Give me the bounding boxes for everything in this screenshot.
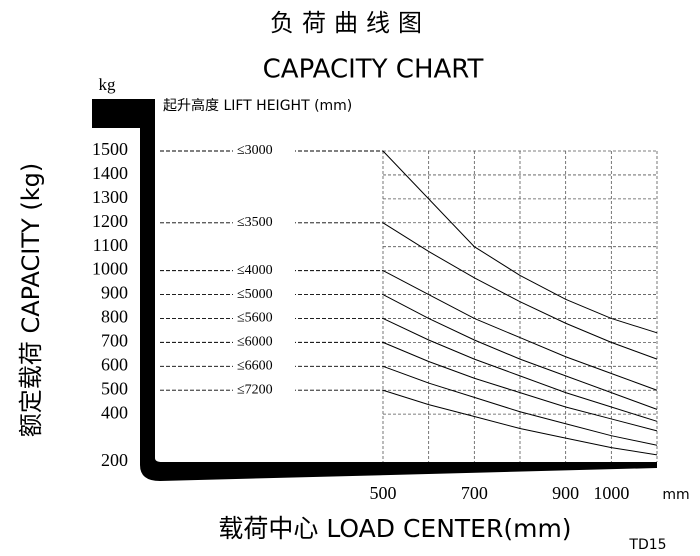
y-tick-label: 400 bbox=[101, 402, 128, 422]
x-tick-label: 700 bbox=[461, 483, 488, 503]
legend-bg bbox=[233, 142, 295, 160]
legend-label: ≤3500 bbox=[237, 215, 273, 230]
x-tick-label: 900 bbox=[552, 483, 579, 503]
x-axis-label: 载荷中心 LOAD CENTER(mm) bbox=[218, 514, 571, 543]
capacity-curve bbox=[382, 318, 658, 422]
y-tick-label: 700 bbox=[101, 331, 128, 351]
x-tick-label: 500 bbox=[370, 483, 397, 503]
legend-bg bbox=[233, 381, 295, 400]
legend-label: ≤4000 bbox=[237, 263, 273, 278]
capacity-curve bbox=[382, 389, 658, 456]
capacity-curve bbox=[382, 270, 658, 391]
y-tick-label: 500 bbox=[101, 378, 128, 398]
y-tick-label: 1300 bbox=[92, 187, 128, 207]
legend-bg bbox=[233, 213, 295, 232]
y-tick-label: 600 bbox=[101, 354, 128, 374]
legend-title: 起升高度 LIFT HEIGHT (mm) bbox=[163, 97, 352, 114]
chart-subtitle: CAPACITY CHART bbox=[263, 55, 484, 85]
legend-bg bbox=[233, 309, 295, 328]
legend-label: ≤7200 bbox=[237, 382, 273, 397]
fork-shape bbox=[92, 99, 657, 481]
y-tick-label: 1400 bbox=[92, 163, 128, 183]
y-tick-label: 1200 bbox=[92, 211, 128, 231]
legend-bg bbox=[233, 357, 295, 376]
legend-bg bbox=[233, 285, 295, 304]
legend-label: ≤3000 bbox=[237, 143, 273, 158]
y-unit: kg bbox=[99, 75, 117, 94]
x-unit: mm bbox=[662, 487, 689, 503]
chart-code: TD15 bbox=[628, 537, 666, 553]
y-tick-label: 1000 bbox=[92, 259, 128, 279]
y-tick-label: 800 bbox=[101, 307, 128, 327]
capacity-curve bbox=[382, 294, 658, 410]
y-tick-label: 1100 bbox=[93, 235, 128, 255]
legend-bg bbox=[233, 261, 295, 280]
capacity-curve bbox=[382, 341, 658, 432]
legend-bg bbox=[233, 333, 295, 352]
capacity-curve bbox=[382, 222, 658, 360]
capacity-curve bbox=[382, 365, 658, 446]
y-tick-label: 1500 bbox=[92, 139, 128, 159]
y-tick-label: 900 bbox=[101, 283, 128, 303]
legend-label: ≤5600 bbox=[237, 311, 273, 326]
legend-label: ≤5000 bbox=[237, 287, 273, 302]
chart-title: 负荷曲线图 bbox=[270, 9, 430, 37]
legend-label: ≤6600 bbox=[237, 359, 273, 374]
legend-label: ≤6000 bbox=[237, 335, 273, 350]
capacity-curve bbox=[382, 150, 658, 334]
y-axis-label: 额定载荷 CAPACITY (kg) bbox=[17, 163, 45, 437]
y-tick-label: 200 bbox=[101, 450, 128, 470]
x-tick-label: 1000 bbox=[593, 483, 629, 503]
